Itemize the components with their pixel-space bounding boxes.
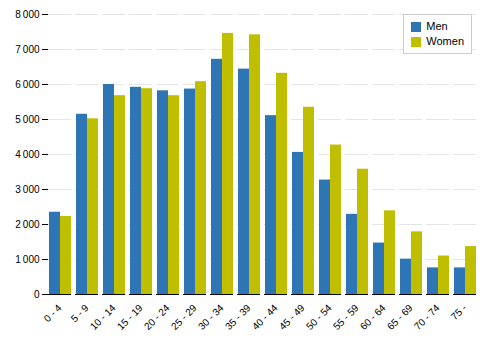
svg-text:1 000: 1 000 <box>15 254 40 265</box>
svg-text:15 - 19: 15 - 19 <box>115 302 145 332</box>
svg-text:35 - 39: 35 - 39 <box>223 302 253 332</box>
svg-text:6 000: 6 000 <box>15 79 40 90</box>
svg-text:25 - 29: 25 - 29 <box>169 302 199 332</box>
svg-text:4 000: 4 000 <box>15 149 40 160</box>
svg-text:10 - 14: 10 - 14 <box>88 302 118 332</box>
svg-text:5 - 9: 5 - 9 <box>69 302 91 324</box>
svg-text:65 - 69: 65 - 69 <box>385 302 415 332</box>
svg-text:70 - 74: 70 - 74 <box>412 302 442 332</box>
svg-text:0: 0 <box>34 289 40 300</box>
svg-text:3 000: 3 000 <box>15 184 40 195</box>
svg-text:8 000: 8 000 <box>15 9 40 20</box>
html-text:Men: Men <box>426 20 448 32</box>
svg-text:30 - 34: 30 - 34 <box>196 302 226 332</box>
svg-text:2 000: 2 000 <box>15 219 40 230</box>
svg-text:7 000: 7 000 <box>15 44 40 55</box>
svg-text:60 - 64: 60 - 64 <box>358 302 388 332</box>
svg-text:55 - 59: 55 - 59 <box>331 302 361 332</box>
svg-text:0 - 4: 0 - 4 <box>42 302 64 324</box>
svg-text:40 - 44: 40 - 44 <box>250 302 280 332</box>
html-text:Women: Women <box>426 35 464 47</box>
svg-text:45 - 49: 45 - 49 <box>277 302 307 332</box>
svg-text:20 - 24: 20 - 24 <box>142 302 172 332</box>
svg-text:75 -: 75 - <box>449 302 469 322</box>
svg-text:50 - 54: 50 - 54 <box>304 302 334 332</box>
svg-text:5 000: 5 000 <box>15 114 40 125</box>
